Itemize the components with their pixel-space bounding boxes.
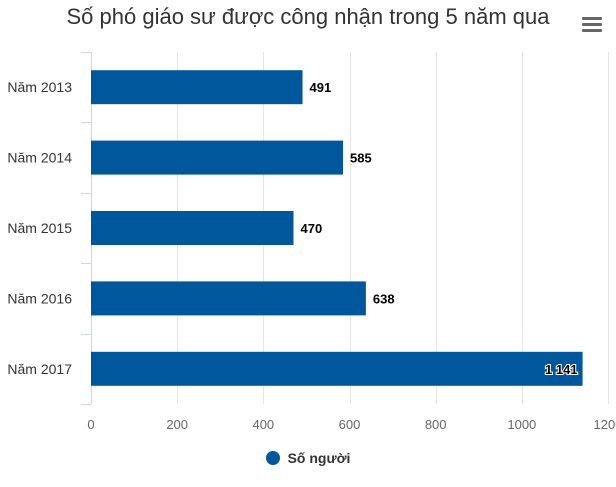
chart-title: Số phó giáo sư được công nhận trong 5 nă… bbox=[66, 4, 550, 29]
menu-icon-bar bbox=[582, 29, 602, 32]
legend-marker-icon bbox=[265, 451, 280, 465]
menu-icon-bar bbox=[582, 23, 602, 26]
menu-icon-bar bbox=[582, 17, 602, 20]
bar bbox=[91, 281, 366, 316]
category-label: Năm 2014 bbox=[7, 150, 72, 166]
x-tick-label: 1200 bbox=[594, 417, 616, 432]
data-label: 638 bbox=[373, 291, 395, 306]
chart-menu-button[interactable] bbox=[580, 14, 604, 36]
x-tick-label: 400 bbox=[252, 417, 274, 432]
legend-label: Số người bbox=[287, 450, 351, 466]
x-tick-label: 800 bbox=[425, 417, 447, 432]
data-label: 585 bbox=[350, 151, 372, 166]
bar bbox=[91, 70, 303, 105]
legend: Số người bbox=[0, 450, 616, 466]
x-tick-label: 1000 bbox=[507, 417, 536, 432]
category-label: Năm 2013 bbox=[7, 79, 72, 95]
x-tick-label: 200 bbox=[166, 417, 188, 432]
bar bbox=[91, 351, 583, 386]
category-label: Năm 2017 bbox=[7, 361, 72, 377]
data-label: 470 bbox=[300, 221, 322, 236]
x-tick-label: 0 bbox=[87, 417, 94, 432]
legend-item-series[interactable]: Số người bbox=[265, 450, 351, 466]
data-label: 1 141 bbox=[545, 362, 578, 377]
bar bbox=[91, 140, 344, 175]
x-tick-label: 600 bbox=[339, 417, 361, 432]
category-label: Năm 2015 bbox=[7, 220, 72, 236]
data-label: 491 bbox=[310, 80, 332, 95]
category-label: Năm 2016 bbox=[7, 290, 72, 306]
bar bbox=[91, 211, 294, 245]
